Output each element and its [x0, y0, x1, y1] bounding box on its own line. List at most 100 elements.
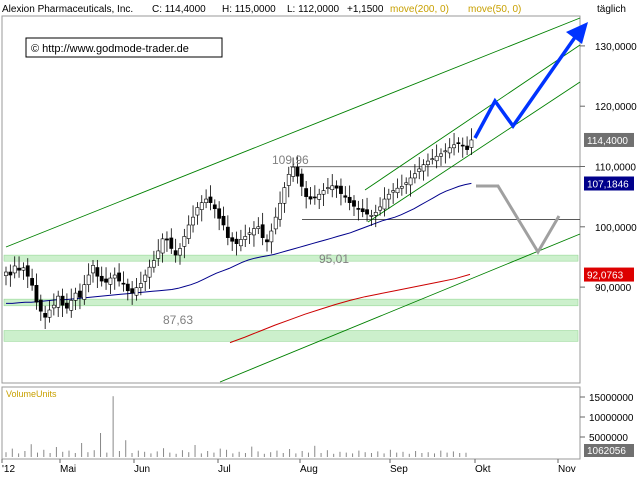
- price-candle-4: [21, 267, 26, 271]
- price-panel-frame: [1, 15, 581, 384]
- ma200-badge-bg: [584, 267, 634, 282]
- price-candle-51: [225, 226, 230, 238]
- support-zone-1: [3, 298, 579, 307]
- price-candle-71: [312, 196, 317, 199]
- annotation-support-low: 87,63: [163, 313, 193, 327]
- lower-trend-line: [219, 233, 581, 383]
- volume-panel-title: VolumeUnits: [6, 389, 57, 399]
- price-candle-105: [460, 144, 465, 147]
- projection-arrows: [473, 22, 588, 255]
- price-candle-18: [82, 284, 87, 300]
- time-label-6: Okt: [475, 464, 491, 475]
- price-candle-24: [108, 277, 113, 285]
- price-candle-35: [156, 250, 161, 259]
- price-candle-34: [152, 260, 156, 268]
- price-candle-9: [43, 313, 48, 318]
- time-axis: '12 Mai Jun Jul Aug Sep Okt Nov: [1, 459, 576, 475]
- time-label-3: Jul: [218, 464, 231, 475]
- price-tick-label-4: 130,0000: [595, 42, 637, 53]
- price-candle-78: [343, 195, 348, 198]
- watermark-text: © http://www.godmode-trader.de: [31, 43, 189, 55]
- annotation-support-mid: 95,01: [319, 252, 349, 266]
- price-candle-15: [69, 300, 74, 311]
- price-candle-106: [465, 145, 470, 150]
- price-candle-87: [382, 198, 387, 210]
- price-candle-66: [291, 166, 296, 177]
- price-candle-11: [51, 304, 56, 309]
- last-price-badge-label: 114,4000: [587, 136, 628, 147]
- price-candle-63: [278, 202, 282, 220]
- price-candle-7: [34, 284, 39, 303]
- price-candle-102: [447, 147, 452, 154]
- price-candle-2: [12, 265, 17, 274]
- price-candle-25: [112, 274, 117, 279]
- period-label: täglich: [597, 4, 626, 15]
- price-candle-77: [339, 185, 343, 194]
- ma200-badge-label: 92,0763: [587, 271, 624, 282]
- price-candle-72: [317, 193, 322, 200]
- bullish-projection-path: [473, 31, 580, 139]
- horizontal-levels: [290, 166, 580, 220]
- price-candle-48: [212, 204, 217, 210]
- price-tick-label-1: 100,0000: [595, 223, 637, 234]
- price-candle-47: [208, 196, 213, 203]
- price-candle-12: [56, 295, 61, 308]
- price-candle-60: [265, 239, 269, 243]
- support-zone-2: [3, 330, 579, 342]
- price-candle-57: [252, 228, 256, 236]
- change-value: +1,1500: [347, 4, 384, 15]
- watermark: © http://www.godmode-trader.de: [25, 37, 223, 58]
- price-candle-62: [273, 216, 278, 230]
- price-candle-76: [334, 185, 339, 189]
- price-tick-label-3: 120,0000: [595, 102, 637, 113]
- price-candle-21: [95, 267, 100, 277]
- price-candle-67: [295, 166, 300, 177]
- price-candle-86: [378, 206, 383, 211]
- price-candle-22: [99, 275, 104, 282]
- price-candle-23: [104, 278, 108, 283]
- time-label-7: Nov: [558, 464, 576, 475]
- price-candle-81: [356, 208, 361, 210]
- volume-axis: 5000000 10000000 15000000 1062056: [580, 393, 634, 457]
- volume-tick-label-0: 5000000: [589, 433, 628, 444]
- price-axis: 90,0000 100,0000 110,0000 120,0000 130,0000: [580, 42, 637, 294]
- price-candle-30: [134, 287, 139, 296]
- price-candle-37: [165, 238, 169, 241]
- ma50-line: [6, 182, 472, 304]
- price-candle-40: [178, 248, 182, 256]
- price-candle-50: [221, 215, 226, 226]
- price-candle-97: [426, 160, 430, 165]
- price-candle-100: [439, 153, 443, 157]
- price-candle-31: [138, 283, 143, 289]
- price-candle-13: [60, 295, 65, 306]
- price-candle-80: [352, 200, 356, 207]
- price-candle-29: [130, 288, 135, 294]
- support-zone-0: [3, 254, 579, 262]
- price-candle-54: [239, 239, 243, 247]
- price-candle-27: [121, 282, 126, 285]
- price-candle-70: [308, 196, 313, 200]
- price-candle-61: [269, 230, 274, 243]
- symbol-name: Alexion Pharmaceuticals, Inc.: [2, 4, 133, 15]
- price-candle-83: [365, 209, 369, 215]
- time-label-1: Mai: [60, 464, 76, 475]
- price-candle-103: [452, 144, 456, 149]
- price-candle-53: [234, 238, 239, 244]
- time-label-4: Aug: [300, 464, 318, 475]
- price-candle-73: [321, 190, 326, 195]
- price-candle-28: [125, 283, 130, 292]
- price-candle-96: [421, 164, 426, 172]
- price-candle-74: [325, 187, 330, 189]
- price-candle-43: [191, 216, 195, 226]
- price-candle-104: [456, 142, 461, 144]
- price-candle-6: [30, 278, 35, 286]
- price-candle-94: [412, 173, 417, 179]
- ma50-badge-label: 107,1846: [587, 180, 629, 191]
- volume-tick-label-1: 10000000: [589, 413, 634, 424]
- price-candle-90: [395, 187, 400, 194]
- price-candle-14: [65, 302, 69, 309]
- price-candle-82: [360, 208, 365, 213]
- price-candle-93: [408, 177, 413, 186]
- price-candle-52: [230, 237, 235, 242]
- price-candle-45: [199, 202, 204, 210]
